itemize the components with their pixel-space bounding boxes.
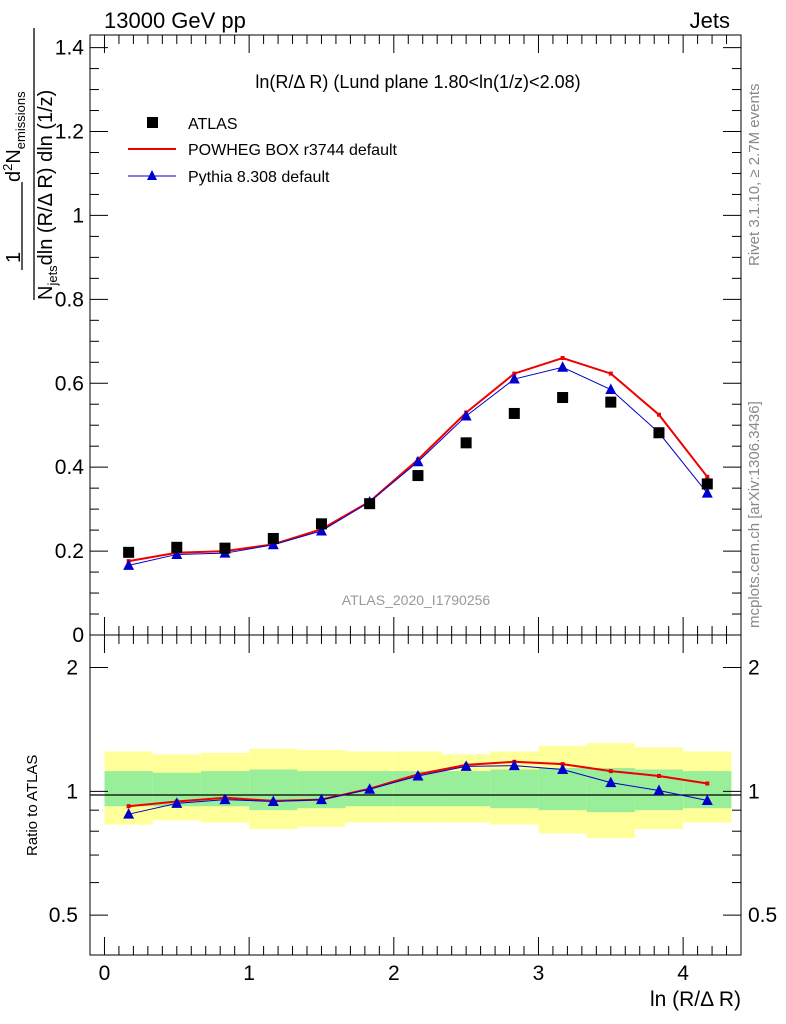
ratio-y-tick-label-right: 0.5 bbox=[748, 904, 777, 927]
ratio-y-tick-label-right: 1 bbox=[748, 780, 760, 803]
x-tick-label: 4 bbox=[677, 962, 689, 985]
legend-pythia-label: Pythia 8.308 default bbox=[188, 169, 330, 186]
energy-label: 13000 GeV pp bbox=[104, 8, 246, 33]
ratio-pythia-point bbox=[315, 793, 327, 805]
process-label: Jets bbox=[689, 8, 730, 33]
band-green-bin bbox=[490, 769, 539, 809]
ratio-pythia-point bbox=[171, 797, 183, 808]
ylabel-frac-one: 1 bbox=[3, 252, 25, 263]
ratio-pythia-point bbox=[364, 783, 376, 794]
band-green-bin bbox=[586, 767, 635, 813]
pythia-point bbox=[508, 373, 520, 384]
ratio-pythia-point bbox=[219, 793, 231, 805]
y-tick-label: 0.8 bbox=[55, 288, 84, 311]
ratio-pythia-point bbox=[267, 795, 279, 806]
ratio-pythia-point bbox=[508, 759, 520, 771]
ratio-y-tick-label: 0.5 bbox=[49, 904, 78, 927]
data-series bbox=[123, 356, 713, 819]
y-tick-label: 0 bbox=[72, 624, 84, 647]
legend-pythia-marker bbox=[147, 170, 157, 180]
y-tick-label: 0.2 bbox=[55, 540, 84, 563]
atlas-point bbox=[460, 437, 472, 449]
main-y-axis-label: 1 Njetsdln (R/Δ R) dln (1/z) d2Nemission… bbox=[0, 28, 60, 300]
pythia-point bbox=[171, 548, 183, 559]
legend-atlas-label: ATLAS bbox=[188, 116, 238, 133]
atlas-point bbox=[123, 546, 135, 558]
powheg-point bbox=[608, 371, 613, 376]
ratio-powheg-point bbox=[705, 781, 710, 786]
plot-title: ln(R/Δ R) (Lund plane 1.80<ln(1/z)<2.08) bbox=[255, 72, 580, 92]
x-tick-label: 2 bbox=[388, 962, 400, 985]
pythia-point bbox=[123, 559, 135, 570]
atlas-point bbox=[315, 518, 327, 530]
powheg-point bbox=[560, 356, 565, 361]
y-tick-label: 1.2 bbox=[55, 121, 84, 144]
pythia-point bbox=[460, 409, 472, 421]
ratio-powheg-point bbox=[656, 773, 661, 778]
ratio-powheg-point bbox=[126, 804, 131, 809]
ratio-y-tick-label: 2 bbox=[66, 657, 78, 680]
x-axis-label: ln (R/Δ R) bbox=[650, 988, 741, 1011]
axis-ticks bbox=[89, 35, 742, 955]
pythia-point bbox=[701, 487, 713, 498]
ratio-pythia-point bbox=[605, 776, 617, 788]
pythia-point bbox=[267, 538, 279, 550]
ratio-pythia-point bbox=[701, 794, 713, 806]
powheg-point bbox=[705, 474, 710, 479]
ratio-pythia-point bbox=[460, 760, 472, 771]
y-tick-label: 0.4 bbox=[55, 456, 85, 479]
svg-text:d2Nemissions: d2Nemissions bbox=[0, 91, 28, 182]
pythia-curve bbox=[128, 366, 708, 566]
pythia-point bbox=[605, 383, 617, 395]
ratio-pythia-point bbox=[653, 784, 665, 795]
x-tick-label: 0 bbox=[99, 962, 111, 985]
band-green-bin bbox=[538, 767, 587, 811]
uncertainty-bands bbox=[104, 743, 732, 839]
ratio-pythia-point bbox=[557, 763, 569, 775]
pythia-point bbox=[557, 361, 569, 372]
legend-powheg-label: POWHEG BOX r3744 default bbox=[188, 142, 398, 159]
atlas-point bbox=[171, 541, 183, 553]
atlas-point bbox=[219, 542, 231, 554]
atlas-point bbox=[653, 427, 665, 439]
y-tick-label: 1 bbox=[72, 204, 84, 227]
x-tick-label: 3 bbox=[533, 962, 545, 985]
ratio-pythia-point bbox=[412, 769, 424, 781]
atlas-point bbox=[508, 407, 520, 419]
analysis-watermark: ATLAS_2020_I1790256 bbox=[342, 592, 491, 608]
pythia-point bbox=[412, 455, 424, 467]
atlas-point bbox=[701, 478, 713, 490]
ratio-y-axis-label: Ratio to ATLAS bbox=[24, 755, 41, 856]
ratio-y-tick-label-right: 2 bbox=[748, 657, 760, 680]
band-green-bin bbox=[104, 771, 153, 807]
y-tick-label: 1.4 bbox=[55, 37, 85, 60]
band-green-bin bbox=[442, 771, 491, 807]
atlas-point bbox=[412, 470, 424, 482]
legend: ATLAS POWHEG BOX r3744 default Pythia 8.… bbox=[128, 116, 398, 186]
y-tick-label: 0.6 bbox=[55, 372, 84, 395]
atlas-point bbox=[364, 498, 376, 510]
atlas-point bbox=[557, 392, 569, 404]
x-tick-label: 1 bbox=[243, 962, 255, 985]
pythia-point bbox=[315, 524, 327, 536]
atlas-point bbox=[605, 396, 617, 408]
legend-atlas-marker bbox=[147, 117, 158, 128]
powheg-point bbox=[656, 412, 661, 417]
ratio-pythia-point bbox=[123, 808, 135, 819]
ratio-powheg-point bbox=[608, 769, 613, 774]
tick-labels: 0 1 2 3 4 0 0.2 0.4 0.6 0.8 1 1.2 1.4 0.5 0.5 1 1 2 2 bbox=[49, 37, 777, 985]
svg-text:Njetsdln (R/Δ R) dln (1/z): Njetsdln (R/Δ R) dln (1/z) bbox=[35, 90, 60, 300]
ratio-y-tick-label: 1 bbox=[66, 780, 78, 803]
atlas-point bbox=[267, 532, 279, 544]
